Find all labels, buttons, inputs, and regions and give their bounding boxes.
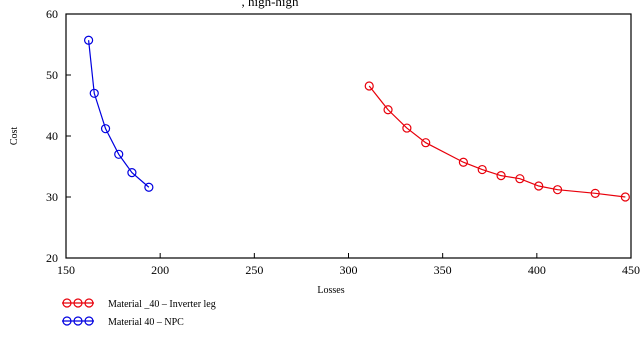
legend-marker — [73, 298, 83, 308]
legend-marker — [62, 316, 72, 326]
legend-marker — [84, 316, 94, 326]
y-tick-label: 40 — [46, 129, 58, 143]
data-point — [620, 192, 630, 202]
legend-marker — [84, 298, 94, 308]
y-axis-label: Cost — [9, 127, 20, 146]
data-point — [100, 124, 111, 134]
y-tick-label: 50 — [46, 68, 58, 82]
y-axis: 20 30 40 50 60 — [46, 7, 71, 265]
legend-label: Material _40 – Inverter leg — [108, 299, 216, 310]
chart-title: , high-high — [241, 0, 299, 9]
data-point — [552, 185, 563, 195]
legend-item: Material 40 – NPC — [62, 316, 184, 328]
x-tick-label: 400 — [528, 263, 546, 277]
legend: Material _40 – Inverter leg Material 40 –… — [62, 298, 216, 328]
x-tick-label: 150 — [57, 263, 75, 277]
data-point — [89, 88, 99, 98]
x-axis-label: Losses — [317, 285, 344, 296]
data-point — [590, 188, 600, 198]
x-axis: 150 200 250 300 350 400 450 — [57, 253, 640, 277]
legend-item: Material _40 – Inverter leg — [62, 298, 216, 310]
x-tick-label: 450 — [622, 263, 640, 277]
y-tick-label: 60 — [46, 7, 58, 21]
data-point — [364, 81, 374, 91]
x-tick-label: 350 — [434, 263, 452, 277]
data-point — [114, 149, 124, 159]
data-point — [127, 168, 137, 178]
data-point — [383, 105, 393, 115]
series-1 — [83, 35, 154, 192]
data-point — [402, 123, 412, 133]
data-point — [83, 35, 94, 45]
x-tick-label: 200 — [151, 263, 169, 277]
legend-marker — [73, 316, 83, 326]
data-point — [421, 138, 431, 148]
data-point — [458, 157, 468, 167]
plot-area-frame — [65, 13, 632, 259]
series-0 — [364, 81, 630, 202]
legend-marker — [62, 298, 72, 308]
data-point — [496, 171, 506, 181]
y-tick-label: 20 — [46, 251, 58, 265]
data-point — [515, 174, 525, 184]
legend-label: Material 40 – NPC — [108, 317, 184, 328]
data-point — [144, 182, 154, 192]
x-tick-label: 250 — [245, 263, 263, 277]
data-point — [477, 164, 487, 175]
data-point — [534, 181, 544, 191]
y-tick-label: 30 — [46, 190, 58, 204]
x-tick-label: 300 — [340, 263, 358, 277]
series-layer — [83, 35, 630, 202]
series-line — [88, 40, 150, 188]
series-line — [368, 85, 626, 198]
